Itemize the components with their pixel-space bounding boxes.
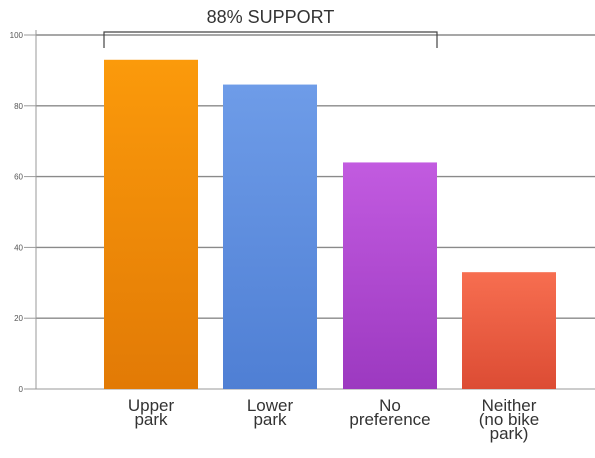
x-category-label: No preference [349,396,430,429]
x-category-label-line: No [379,396,401,415]
annotation-layer: 88% SUPPORT [103,7,438,48]
x-category-label-line: (no bike [479,410,539,429]
x-category-label-line: Upper [128,396,175,415]
bar-layer [104,59,556,389]
bar-3 [462,272,556,389]
x-category-label: Neither (no bike park) [479,396,539,443]
x-category-label-line: park [134,410,168,429]
x-category-label-line: park [253,410,287,429]
y-tick-label: 20 [14,314,23,323]
x-category-label: Upper park [128,396,175,429]
bar-1 [223,84,317,389]
x-category-label-line: park) [490,424,529,443]
y-tick-label: 60 [14,173,23,182]
y-tick-label: 100 [10,31,24,40]
x-category-label: Lower park [247,396,294,429]
support-annotation: 88% SUPPORT [207,7,335,27]
x-category-label-line: Neither [482,396,537,415]
bar-0 [104,59,198,389]
support-bracket [103,31,438,48]
x-category-label-line: preference [349,410,430,429]
y-tick-label: 40 [14,243,23,252]
x-category-label-line: Lower [247,396,294,415]
y-tick-label: 80 [14,102,23,111]
bar-2 [343,162,437,389]
y-tick-label: 0 [19,385,24,394]
